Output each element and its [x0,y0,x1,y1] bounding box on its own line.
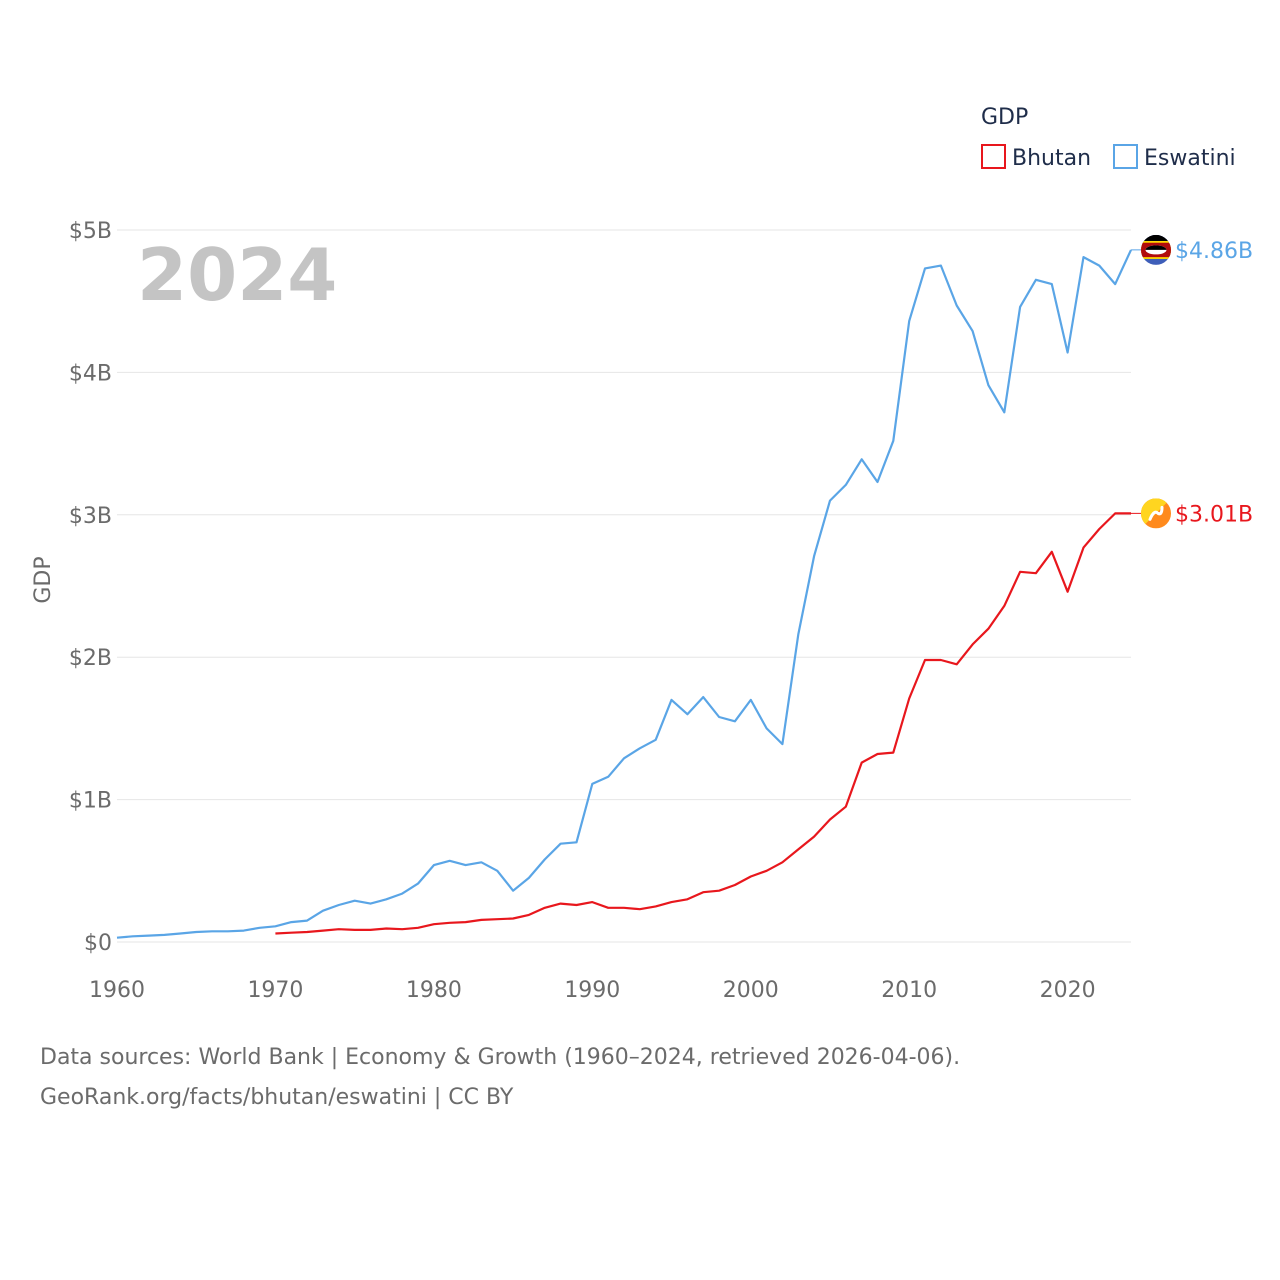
x-tick-label: 2010 [881,978,937,1003]
legend: GDP Bhutan Eswatini [981,105,1236,171]
end-label-eswatini: $4.86B [1175,239,1253,264]
y-tick-label: $4B [69,361,112,386]
y-axis: $0 $1B $2B $3B $4B $5B [69,219,112,956]
legend-swatch-eswatini [1113,144,1138,169]
x-axis: 1960 1970 1980 1990 2000 2010 2020 [89,978,1096,1003]
footer-sources: Data sources: World Bank | Economy & Gro… [40,1045,961,1070]
legend-label-eswatini[interactable]: Eswatini [1144,146,1236,171]
end-markers: $3.01B $4.86B [1131,234,1253,529]
x-tick-label: 2020 [1040,978,1096,1003]
y-axis-label: GDP [31,556,56,603]
y-tick-label: $0 [84,931,112,956]
x-tick-label: 1970 [247,978,303,1003]
end-label-bhutan: $3.01B [1175,502,1253,527]
legend-label-bhutan[interactable]: Bhutan [1012,146,1091,171]
x-tick-label: 1960 [89,978,145,1003]
footer-attribution: GeoRank.org/facts/bhutan/eswatini | CC B… [40,1085,514,1110]
y-tick-label: $5B [69,219,112,244]
eswatini-flag-icon [1141,234,1171,265]
gridlines [117,229,1131,943]
series-lines [116,249,1132,939]
series-line-bhutan [275,512,1131,935]
y-tick-label: $3B [69,504,112,529]
y-tick-label: $1B [69,789,112,814]
year-watermark: 2024 [137,233,337,317]
series-line-eswatini [116,249,1132,939]
legend-swatch-bhutan [981,144,1006,169]
x-tick-label: 1980 [406,978,462,1003]
x-tick-label: 1990 [564,978,620,1003]
y-tick-label: $2B [69,646,112,671]
bhutan-flag-icon [1141,498,1171,529]
legend-title: GDP [981,105,1028,130]
x-tick-label: 2000 [723,978,779,1003]
